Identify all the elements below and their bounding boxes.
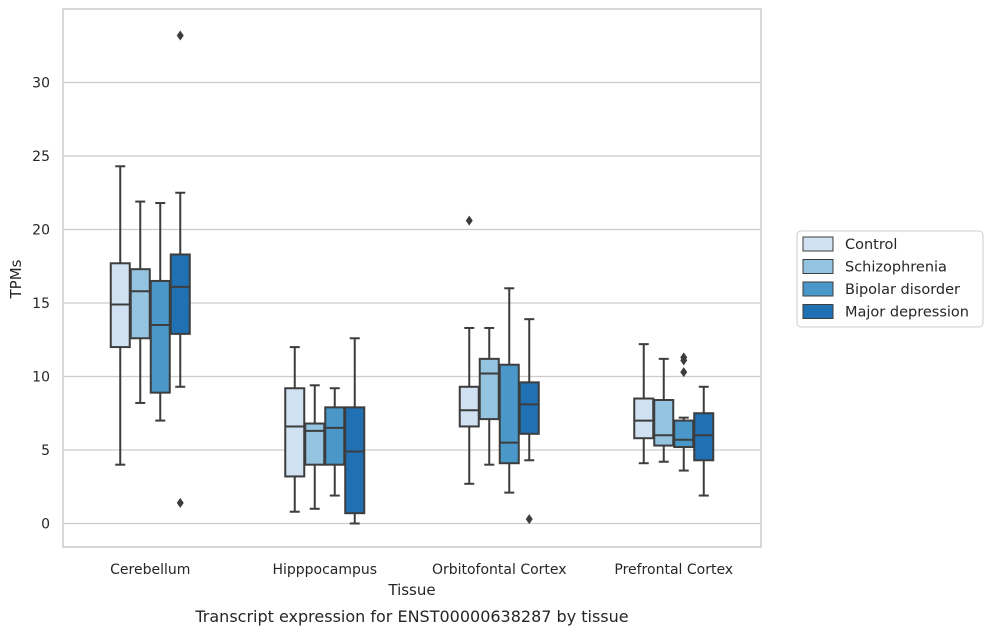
box <box>324 387 346 497</box>
outlier-point <box>176 30 184 41</box>
box-plot-series <box>109 30 715 525</box>
x-tick-label: Hipppocampus <box>272 562 377 578</box>
box-body <box>498 363 520 465</box>
box-body <box>129 268 151 340</box>
box <box>109 165 131 466</box>
box-body <box>458 385 480 428</box>
y-tick-label: 10 <box>32 369 50 385</box>
box <box>478 326 500 466</box>
legend-label: Schizophrenia <box>845 260 947 276</box>
box-body <box>653 399 675 447</box>
series-major-depression <box>169 30 715 525</box>
box-body <box>693 412 715 462</box>
x-tick-labels: Cerebellum Hipppocampus Orbitofontal Corte… <box>110 562 733 578</box>
legend-swatch <box>802 259 834 274</box>
x-tick-label: Prefrontal Cortex <box>614 562 733 578</box>
y-axis-title: TPMs <box>7 259 25 299</box>
legend-frame <box>796 230 984 328</box>
outlier-point <box>680 367 688 378</box>
y-tick-label: 25 <box>32 149 50 165</box>
box-body <box>324 406 346 466</box>
box-body <box>284 387 306 478</box>
box <box>693 385 715 497</box>
y-tick-label: 0 <box>41 516 50 532</box>
y-tick-label: 30 <box>32 75 50 91</box>
box-body <box>304 422 326 466</box>
y-tick-label: 15 <box>32 296 50 312</box>
box-body <box>169 253 191 335</box>
legend-label: Bipolar disorder <box>845 282 960 298</box>
legend-label: Major depression <box>845 305 969 321</box>
box-body <box>518 381 540 435</box>
box <box>344 337 366 525</box>
box <box>149 202 171 422</box>
x-tick-label: Orbitofontal Cortex <box>432 562 567 578</box>
y-tick-label: 5 <box>41 443 50 459</box>
y-tick-labels: 0 5 10 15 20 25 30 <box>32 75 50 532</box>
box <box>653 357 675 463</box>
legend-label: Control <box>845 237 897 253</box>
box-body <box>478 357 500 421</box>
box <box>284 346 306 513</box>
plot-area <box>63 9 761 547</box>
outlier-point <box>465 215 473 226</box>
chart-caption: Transcript expression for ENST0000063828… <box>194 607 628 626</box>
plot-frame <box>62 8 762 548</box>
legend: Control Schizophrenia Bipolar disorder Majo… <box>796 230 984 328</box>
outlier-point <box>680 352 688 363</box>
legend-swatch <box>802 281 834 297</box>
x-axis-title: Tissue <box>387 581 435 599</box>
y-tick-label: 20 <box>32 222 50 238</box>
outlier-point <box>176 497 184 508</box>
box <box>304 384 326 510</box>
legend-swatch <box>802 236 834 252</box>
box <box>169 30 191 508</box>
box-body <box>149 279 171 394</box>
box <box>458 215 480 485</box>
box <box>518 318 540 525</box>
box-body <box>673 419 695 449</box>
box-body <box>344 406 366 515</box>
x-tick-label: Cerebellum <box>110 562 190 578</box>
box-body <box>633 397 655 440</box>
legend-swatch <box>802 304 834 319</box>
outlier-point <box>525 514 533 525</box>
